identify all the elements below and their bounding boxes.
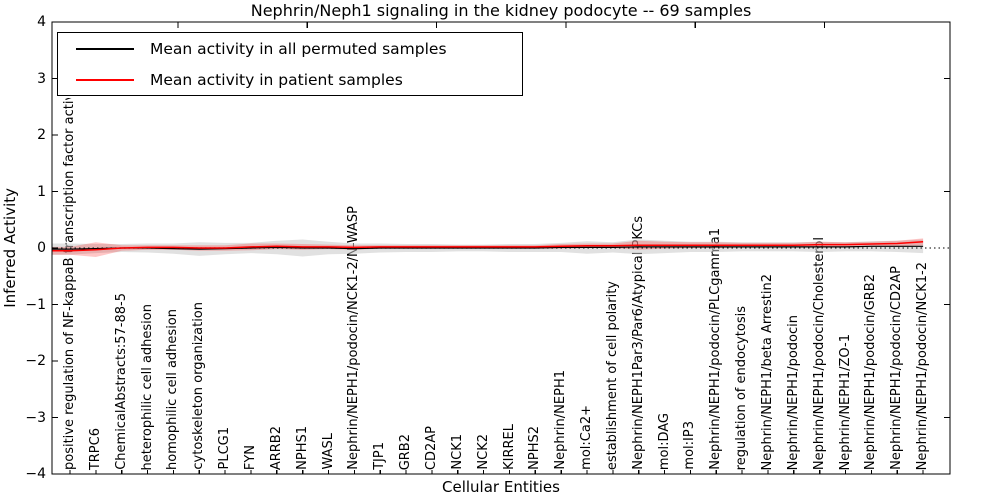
black-line-sample-icon (76, 47, 134, 50)
legend-entry-permuted: Mean activity in all permuted samples (76, 40, 522, 58)
patient-mean-line (52, 241, 924, 252)
y-tick-label: −2 (25, 353, 46, 369)
y-tick-label: −4 (25, 466, 46, 482)
legend-entry-patient: Mean activity in patient samples (76, 71, 522, 89)
legend-label-patient: Mean activity in patient samples (150, 70, 403, 89)
red-line-sample-icon (76, 78, 134, 81)
y-tick-label: 1 (37, 183, 46, 200)
y-tick-label: 4 (37, 14, 46, 30)
y-tick-label: 0 (37, 240, 46, 256)
permuted-mean-line (52, 245, 924, 250)
x-axis-label: Cellular Entities (442, 478, 560, 496)
chart-title: Nephrin/Neph1 signaling in the kidney po… (250, 1, 752, 20)
y-tick-label: −3 (25, 409, 46, 426)
y-tick-label: −1 (25, 296, 46, 313)
y-tick-label: 2 (37, 127, 46, 143)
y-tick-label: 3 (37, 70, 46, 87)
legend-label-permuted: Mean activity in all permuted samples (150, 39, 447, 58)
legend: Mean activity in all permuted samples Me… (57, 32, 523, 96)
